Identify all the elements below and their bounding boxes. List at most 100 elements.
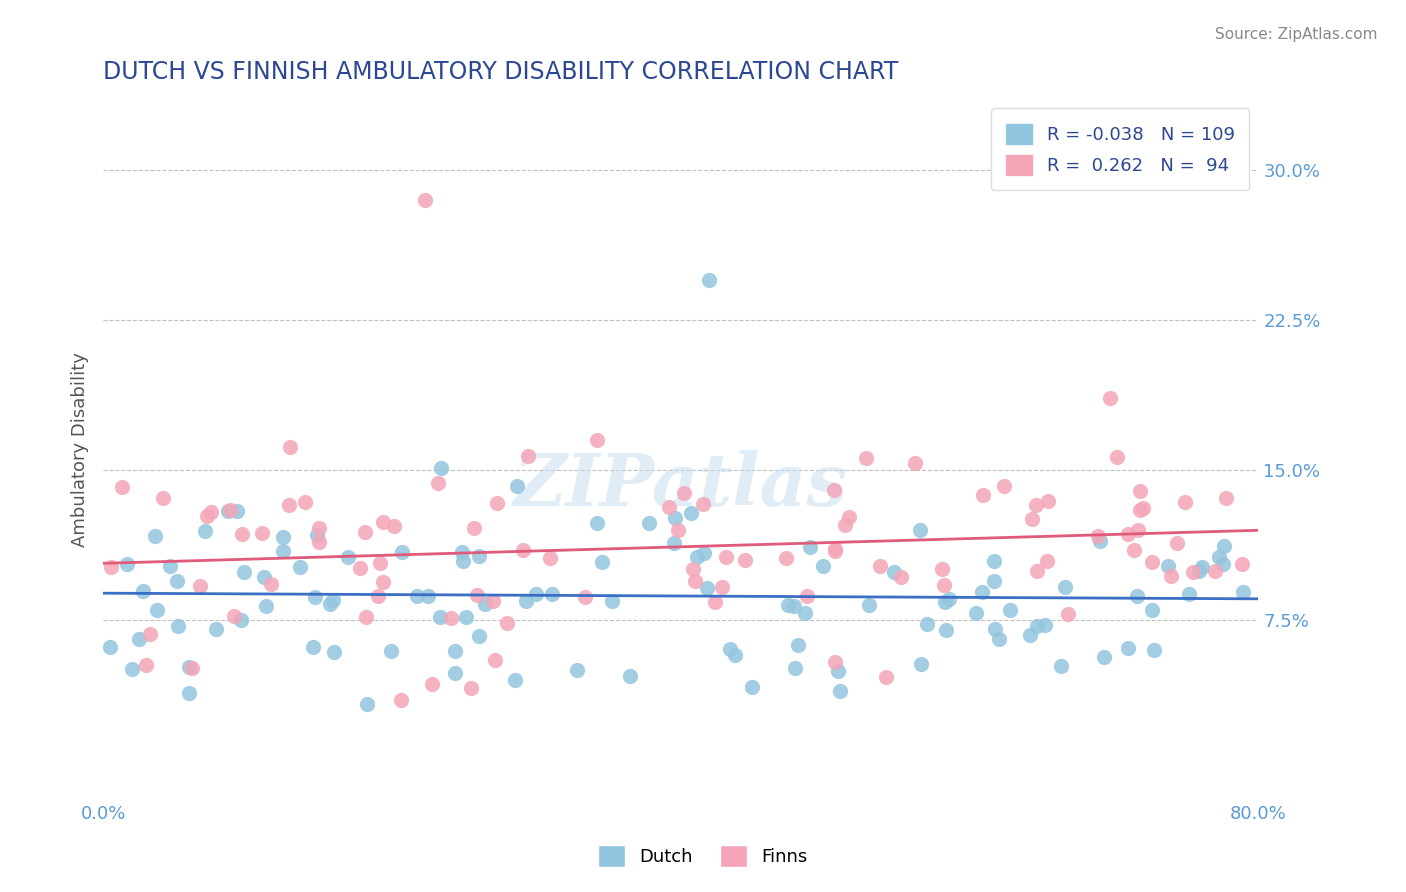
Point <box>226 504 249 518</box>
Point <box>460 681 482 696</box>
Point <box>1033 618 1056 632</box>
Point <box>786 638 808 652</box>
Point <box>983 554 1005 568</box>
Point <box>391 544 413 558</box>
Point <box>253 570 276 584</box>
Text: ZIPatlas: ZIPatlas <box>513 450 848 521</box>
Point <box>716 549 738 564</box>
Point <box>824 542 846 557</box>
Point <box>468 630 491 644</box>
Point <box>197 509 219 524</box>
Point <box>278 440 301 454</box>
Point <box>115 558 138 572</box>
Point <box>567 664 589 678</box>
Point <box>139 626 162 640</box>
Point <box>349 561 371 575</box>
Point <box>993 479 1015 493</box>
Point <box>1140 603 1163 617</box>
Point <box>686 550 709 565</box>
Point <box>1208 550 1230 565</box>
Point <box>1177 587 1199 601</box>
Point <box>934 578 956 592</box>
Point <box>224 608 246 623</box>
Point <box>776 598 799 612</box>
Point <box>1128 523 1150 537</box>
Text: DUTCH VS FINNISH AMBULATORY DISABILITY CORRELATION CHART: DUTCH VS FINNISH AMBULATORY DISABILITY C… <box>103 60 898 84</box>
Point <box>465 588 488 602</box>
Point <box>1188 564 1211 578</box>
Point <box>682 561 704 575</box>
Point <box>517 449 540 463</box>
Point <box>1026 618 1049 632</box>
Point <box>931 562 953 576</box>
Point <box>273 544 295 558</box>
Point <box>1157 558 1180 573</box>
Point <box>367 589 389 603</box>
Point <box>194 524 217 539</box>
Point <box>382 518 405 533</box>
Point <box>858 598 880 612</box>
Point <box>783 661 806 675</box>
Point <box>637 516 659 530</box>
Point <box>322 645 344 659</box>
Point <box>1092 649 1115 664</box>
Point <box>308 521 330 535</box>
Point <box>666 523 689 537</box>
Point <box>828 684 851 698</box>
Point <box>463 521 485 535</box>
Point <box>371 515 394 529</box>
Point <box>692 497 714 511</box>
Y-axis label: Ambulatory Disability: Ambulatory Disability <box>72 352 89 548</box>
Point <box>658 500 681 515</box>
Point <box>875 670 897 684</box>
Point <box>541 587 564 601</box>
Point <box>440 611 463 625</box>
Point <box>128 632 150 647</box>
Point <box>308 535 330 549</box>
Point <box>486 496 509 510</box>
Point <box>1212 539 1234 553</box>
Point <box>869 559 891 574</box>
Point <box>145 529 167 543</box>
Point <box>1098 391 1121 405</box>
Point <box>672 485 695 500</box>
Point <box>420 677 443 691</box>
Point <box>278 498 301 512</box>
Point <box>368 557 391 571</box>
Point <box>827 665 849 679</box>
Point <box>231 526 253 541</box>
Point <box>1129 484 1152 499</box>
Point <box>915 616 938 631</box>
Point <box>834 518 856 533</box>
Point <box>1215 491 1237 505</box>
Point <box>1087 529 1109 543</box>
Point <box>444 644 467 658</box>
Point <box>1025 498 1047 512</box>
Point <box>1000 603 1022 617</box>
Point <box>503 673 526 688</box>
Point <box>693 546 716 560</box>
Point <box>524 587 547 601</box>
Point <box>413 193 436 207</box>
Point <box>495 615 517 630</box>
Point <box>904 456 927 470</box>
Point <box>824 544 846 558</box>
Point <box>984 622 1007 636</box>
Point <box>506 478 529 492</box>
Point <box>1204 565 1226 579</box>
Point <box>1116 527 1139 541</box>
Point <box>1132 500 1154 515</box>
Point <box>200 505 222 519</box>
Point <box>426 476 449 491</box>
Point <box>146 603 169 617</box>
Point <box>302 640 325 655</box>
Point <box>890 570 912 584</box>
Point <box>482 594 505 608</box>
Point <box>205 622 228 636</box>
Point <box>796 589 818 603</box>
Point <box>938 592 960 607</box>
Point <box>179 686 201 700</box>
Point <box>416 590 439 604</box>
Point <box>586 516 609 530</box>
Point <box>574 591 596 605</box>
